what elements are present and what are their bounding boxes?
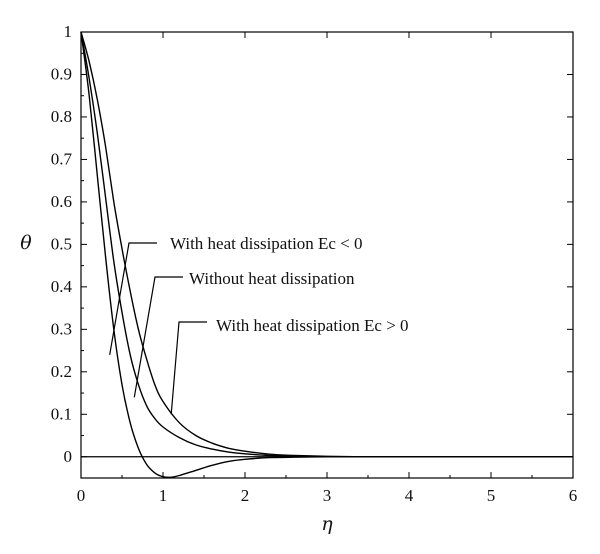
annotation-leaders bbox=[109, 242, 207, 415]
x-tick-label: 6 bbox=[569, 486, 578, 505]
y-tick-label: 1 bbox=[64, 22, 73, 41]
series-curve-1 bbox=[80, 31, 573, 479]
x-tick-label: 4 bbox=[405, 486, 414, 505]
annotation-leader-3 bbox=[170, 321, 207, 415]
x-tick-label: 5 bbox=[487, 486, 496, 505]
y-tick-label: 0.1 bbox=[51, 404, 72, 423]
y-tick-label: 0.4 bbox=[51, 277, 73, 296]
x-tick-label: 1 bbox=[159, 486, 168, 505]
annotations: With heat dissipation Ec < 0 Without hea… bbox=[170, 234, 409, 335]
x-tick-label: 2 bbox=[241, 486, 250, 505]
y-tick-label: 0.6 bbox=[51, 192, 72, 211]
axis-ticks bbox=[80, 31, 574, 478]
y-tick-label: 0.8 bbox=[51, 107, 72, 126]
y-tick-label: 0.7 bbox=[51, 149, 73, 168]
y-tick-label: 0 bbox=[64, 447, 73, 466]
series-curves bbox=[80, 31, 573, 479]
x-tick-label: 0 bbox=[77, 486, 86, 505]
y-tick-label: 0.3 bbox=[51, 319, 72, 338]
annotation-no-dissipation: Without heat dissipation bbox=[189, 269, 355, 288]
x-tick-label: 3 bbox=[323, 486, 332, 505]
annotation-ec-negative: With heat dissipation Ec < 0 bbox=[170, 234, 363, 253]
y-tick-label: 0.2 bbox=[51, 362, 72, 381]
x-tick-labels: 0 1 2 3 4 5 6 bbox=[77, 486, 578, 505]
y-tick-label: 0.9 bbox=[51, 64, 72, 83]
y-axis-title: θ bbox=[20, 232, 32, 254]
y-tick-label: 0.5 bbox=[51, 234, 72, 253]
series-curve-3 bbox=[80, 31, 573, 458]
annotation-ec-positive: With heat dissipation Ec > 0 bbox=[216, 316, 409, 335]
annotation-leader-1 bbox=[109, 242, 157, 355]
x-axis-title: η bbox=[321, 513, 333, 535]
annotation-leader-2 bbox=[133, 276, 183, 398]
plot-frame bbox=[80, 31, 574, 479]
y-tick-labels: 0 0.1 0.2 0.3 0.4 0.5 0.6 0.7 0.8 0.9 1 bbox=[51, 22, 73, 466]
